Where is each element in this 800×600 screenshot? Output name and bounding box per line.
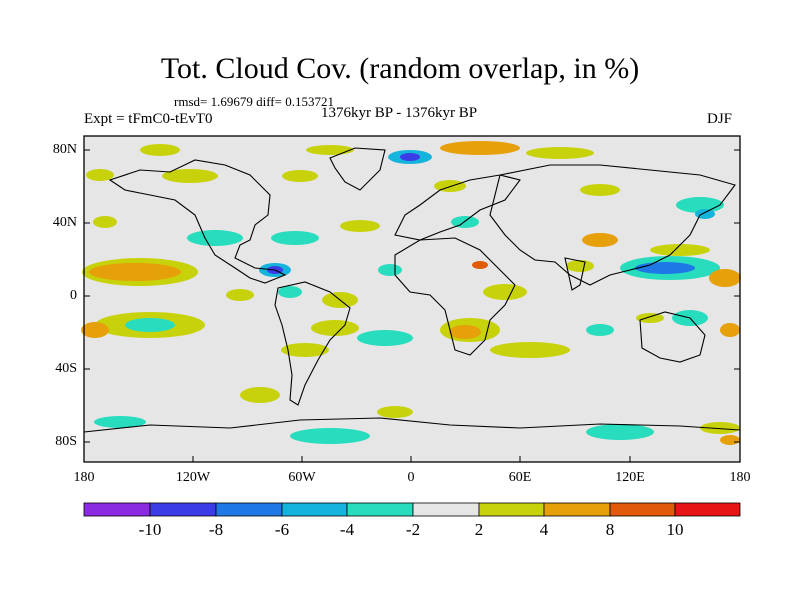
lat-label-40n: 40N	[52, 215, 77, 230]
colorbar-label: 4	[539, 520, 549, 539]
lat-label-0: 0	[70, 288, 77, 303]
lon-label-120w: 120W	[175, 470, 211, 485]
colorbar-box-3	[215, 502, 283, 517]
colorbar-label: -10	[138, 520, 162, 539]
map-title: Tot. Cloud Cov. (random overlap, in %)	[160, 52, 640, 85]
colorbar-label: -8	[208, 520, 224, 539]
colorbar	[83, 502, 741, 517]
lat-label-40s: 40S	[55, 361, 77, 376]
experiment-label: Expt = tFmC0-tEvT0	[84, 111, 213, 127]
lon-ticks	[83, 456, 741, 462]
lon-label-60e: 60E	[508, 470, 532, 485]
colorbar-label: 8	[605, 520, 615, 539]
season-label: DJF	[707, 111, 733, 127]
colorbar-label: -2	[405, 520, 421, 539]
colorbar-label: 2	[474, 520, 484, 539]
map-frame	[83, 135, 741, 463]
colorbar-box-6	[412, 502, 480, 517]
period-label: 1376kyr BP - 1376kyr BP	[321, 105, 478, 121]
lon-label-180e: 180	[729, 470, 751, 485]
colorbar-label: -4	[339, 520, 355, 539]
lon-label-60w: 60W	[288, 470, 316, 485]
colorbar-box-7	[478, 502, 545, 517]
lat-ticks	[84, 149, 740, 443]
lon-label-180w: 180	[73, 470, 95, 485]
colorbar-box-8	[543, 502, 611, 517]
colorbar-box-2	[149, 502, 217, 517]
lon-label-0: 0	[407, 470, 415, 485]
rmsd-diff-stats: rmsd= 1.69679 diff= 0.153721	[174, 94, 334, 109]
coastlines	[83, 147, 741, 433]
map-background	[84, 136, 740, 462]
colorbar-label: 10	[666, 520, 684, 539]
lat-label-80n: 80N	[52, 142, 77, 157]
colorbar-box-5	[346, 502, 414, 517]
colorbar-box-9	[609, 502, 676, 517]
lat-label-80s: 80S	[55, 434, 77, 449]
colorbar-label: -6	[274, 520, 290, 539]
colorbar-box-4	[281, 502, 348, 517]
colorbar-box-10	[674, 502, 741, 517]
anomaly-patches	[81, 141, 741, 445]
colorbar-box-1	[83, 502, 151, 517]
lon-label-120e: 120E	[615, 470, 645, 485]
